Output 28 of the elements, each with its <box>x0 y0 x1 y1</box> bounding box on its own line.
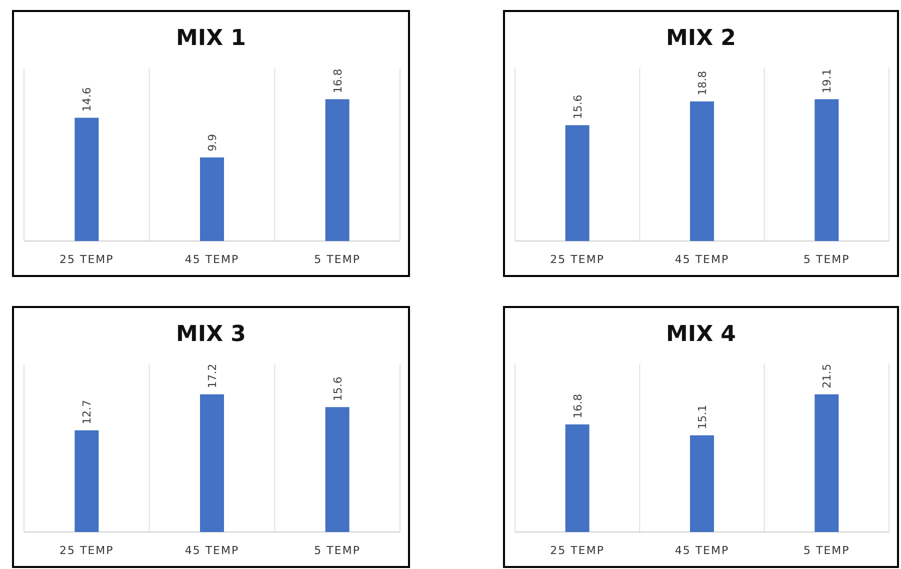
data-label: 17.2 <box>206 364 219 388</box>
data-label: 15.6 <box>571 94 584 120</box>
x-tick-label: 5 TEMP <box>314 544 360 557</box>
x-tick-label: 45 TEMP <box>184 253 240 266</box>
x-tick-label: 5 TEMP <box>314 253 360 266</box>
data-label: 21.5 <box>820 364 834 388</box>
data-label: 15.6 <box>331 376 344 402</box>
data-label: 15.1 <box>696 404 709 430</box>
data-label: 19.1 <box>820 68 834 94</box>
x-tick-label: 25 TEMP <box>60 253 114 266</box>
chart-title: MIX 3 <box>176 322 246 347</box>
x-tick-label: 45 TEMP <box>674 544 730 557</box>
x-tick-label: 5 TEMP <box>804 544 850 557</box>
data-label: 12.7 <box>80 400 94 424</box>
data-label: 16.8 <box>331 68 344 94</box>
x-tick-label: 25 TEMP <box>550 253 604 266</box>
chart-title: MIX 1 <box>176 26 246 51</box>
x-tick-label: 45 TEMP <box>674 253 730 266</box>
x-tick-label: 5 TEMP <box>804 253 850 266</box>
chart-title: MIX 4 <box>666 322 736 347</box>
data-label: 14.6 <box>80 87 94 112</box>
x-tick-label: 45 TEMP <box>184 544 240 557</box>
data-label: 16.8 <box>571 394 584 418</box>
chart-title: MIX 2 <box>666 26 736 51</box>
data-label: 18.8 <box>696 70 709 96</box>
x-tick-label: 25 TEMP <box>60 544 114 557</box>
data-label: 9.9 <box>206 134 219 152</box>
x-tick-label: 25 TEMP <box>550 544 604 557</box>
